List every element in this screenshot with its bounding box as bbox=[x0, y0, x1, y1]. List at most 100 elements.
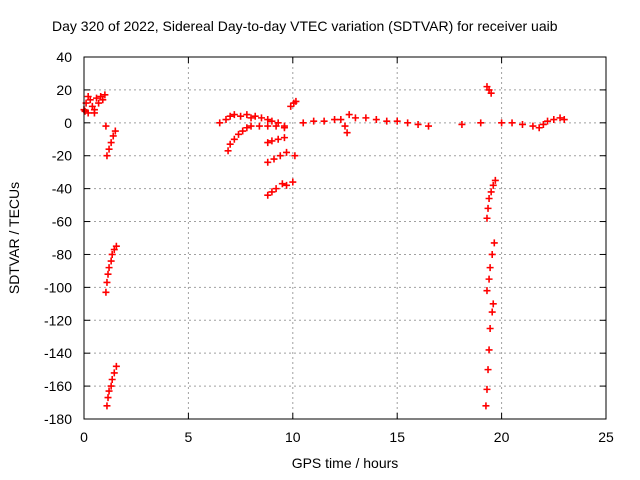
data-point bbox=[299, 119, 307, 127]
y-tick-label: -160 bbox=[44, 378, 72, 394]
series-early-cluster bbox=[80, 91, 110, 130]
data-point bbox=[101, 91, 109, 99]
x-tick-label: 5 bbox=[185, 429, 193, 445]
data-point bbox=[264, 122, 272, 130]
data-point bbox=[341, 122, 349, 130]
data-point bbox=[414, 120, 422, 128]
data-point bbox=[268, 117, 276, 125]
data-point bbox=[487, 89, 495, 97]
data-point bbox=[102, 288, 110, 296]
data-point bbox=[556, 114, 564, 122]
data-point bbox=[485, 275, 493, 283]
data-point bbox=[112, 242, 120, 250]
series-spike-19 bbox=[483, 83, 495, 97]
data-point bbox=[222, 116, 230, 124]
data-point bbox=[112, 362, 120, 370]
data-point bbox=[107, 139, 115, 147]
data-point bbox=[458, 120, 466, 128]
y-tick-label: -120 bbox=[44, 312, 72, 328]
data-point bbox=[108, 250, 116, 258]
data-point bbox=[103, 402, 111, 410]
data-point bbox=[103, 278, 111, 286]
data-point bbox=[280, 124, 288, 132]
data-point bbox=[404, 119, 412, 127]
data-point bbox=[81, 107, 89, 115]
series-evening-isolated bbox=[458, 119, 485, 128]
series-arc-e bbox=[483, 239, 498, 295]
data-point bbox=[99, 96, 107, 104]
data-point bbox=[107, 382, 115, 390]
y-tick-label: 40 bbox=[56, 49, 72, 65]
plot-frame bbox=[83, 56, 607, 420]
data-point bbox=[235, 130, 243, 138]
y-tick-label: -40 bbox=[52, 181, 72, 197]
data-point bbox=[482, 402, 490, 410]
data-point bbox=[488, 250, 496, 258]
data-point bbox=[320, 117, 328, 125]
x-tick-label: 20 bbox=[494, 429, 510, 445]
data-point bbox=[425, 122, 433, 130]
x-tick-label: 0 bbox=[80, 429, 88, 445]
data-point bbox=[489, 181, 497, 189]
data-point bbox=[105, 145, 113, 153]
chart-title: Day 320 of 2022, Sidereal Day-to-day VTE… bbox=[52, 18, 558, 34]
data-point bbox=[544, 117, 552, 125]
data-point bbox=[102, 122, 110, 130]
data-point bbox=[283, 181, 291, 189]
data-point bbox=[483, 214, 491, 222]
y-tick-label: -180 bbox=[44, 411, 72, 427]
data-point bbox=[535, 124, 543, 132]
data-point bbox=[487, 188, 495, 196]
y-tick-label: -80 bbox=[52, 246, 72, 262]
data-point bbox=[283, 148, 291, 156]
data-point bbox=[291, 152, 299, 160]
data-point bbox=[483, 385, 491, 393]
data-point bbox=[224, 147, 232, 155]
data-point bbox=[498, 119, 506, 127]
data-point bbox=[226, 112, 234, 120]
data-point bbox=[105, 264, 113, 272]
data-point bbox=[550, 116, 558, 124]
data-point bbox=[529, 122, 537, 130]
series-spike-10 bbox=[287, 97, 300, 110]
data-point bbox=[393, 117, 401, 125]
data-point bbox=[383, 117, 391, 125]
data-point bbox=[539, 120, 547, 128]
data-point bbox=[109, 132, 117, 140]
data-point bbox=[331, 116, 339, 124]
data-point bbox=[362, 114, 370, 122]
data-point bbox=[264, 191, 272, 199]
data-point bbox=[108, 376, 116, 384]
data-point bbox=[489, 300, 497, 308]
grid-layer bbox=[84, 57, 606, 419]
data-point bbox=[484, 366, 492, 374]
data-point bbox=[270, 155, 278, 163]
data-point bbox=[268, 137, 276, 145]
data-point bbox=[216, 119, 224, 127]
data-point bbox=[90, 109, 98, 117]
data-point bbox=[345, 111, 353, 119]
data-point bbox=[483, 287, 491, 295]
data-point bbox=[247, 122, 255, 130]
series-arc-f bbox=[482, 300, 497, 410]
series-midday-curve bbox=[224, 122, 288, 155]
data-point bbox=[255, 122, 263, 130]
data-point bbox=[264, 116, 272, 124]
data-point bbox=[105, 387, 113, 395]
y-tick-label: -60 bbox=[52, 214, 72, 230]
series-arc-d bbox=[483, 176, 499, 222]
data-point bbox=[110, 369, 118, 377]
data-point bbox=[107, 257, 115, 265]
data-point bbox=[351, 114, 359, 122]
x-tick-label: 15 bbox=[389, 429, 405, 445]
data-point bbox=[247, 114, 255, 122]
data-point bbox=[518, 120, 526, 128]
data-point bbox=[95, 99, 103, 107]
data-point bbox=[484, 204, 492, 212]
data-point bbox=[278, 180, 286, 188]
series-midday-low bbox=[264, 134, 299, 199]
data-point bbox=[230, 111, 238, 119]
tick-layer: 0 5 10 15 20 25 40 20 0 -20 -40 -60 -80 -100 -120 -140 -… bbox=[44, 49, 614, 445]
data-point bbox=[243, 124, 251, 132]
